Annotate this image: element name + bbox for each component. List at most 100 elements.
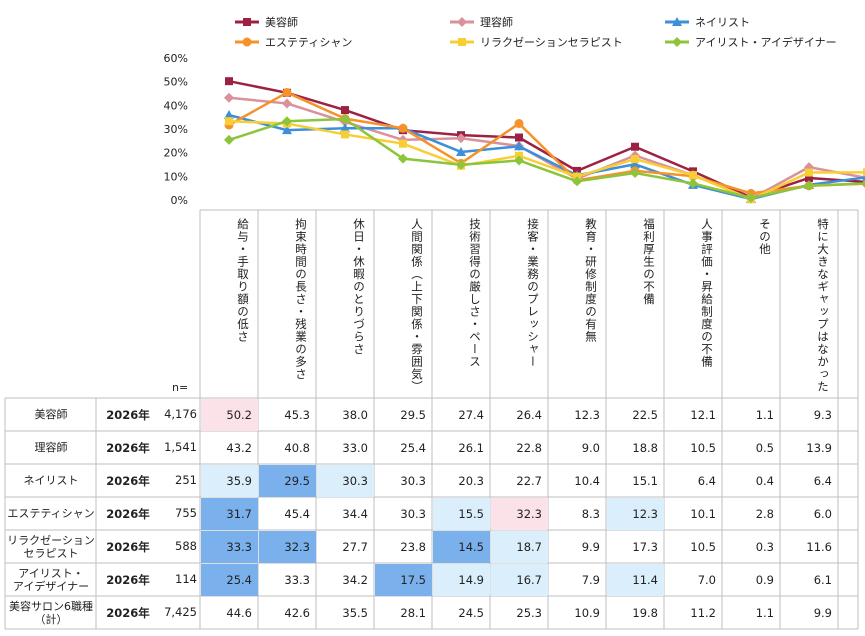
data-point	[456, 133, 466, 144]
table-cell: 10.1	[690, 507, 716, 521]
data-point	[863, 168, 865, 177]
data-point	[514, 119, 524, 129]
table-cell: 45.4	[284, 507, 310, 521]
data-point	[340, 123, 350, 133]
data-point	[225, 117, 233, 126]
category-header: 人間関係（上下関係・雰囲気）	[410, 218, 424, 393]
table-cell: 9.9	[581, 540, 600, 554]
data-point	[456, 146, 466, 156]
data-point	[242, 37, 252, 47]
table-cell: 35.9	[201, 465, 258, 497]
table-cell: 10.5	[690, 540, 716, 554]
data-point	[515, 133, 523, 142]
category-header: 人事評価・昇給制度の不備	[700, 218, 714, 368]
table-cell: 10.9	[574, 606, 600, 620]
table-cell: 11.7	[839, 531, 865, 563]
table-cell: 19.8	[632, 606, 658, 620]
data-point	[341, 130, 349, 139]
data-point	[282, 88, 292, 98]
data-point	[282, 116, 292, 127]
table-cell: 10.4	[574, 474, 600, 488]
y-tick-label: 40%	[164, 99, 188, 112]
table-cell: 14.5	[433, 531, 490, 563]
data-point	[862, 180, 865, 187]
table-cell: 27.7	[342, 540, 368, 554]
row-n: 251	[175, 472, 197, 487]
legend-item: ネイリスト	[665, 16, 750, 29]
table-cell: 29.5	[259, 465, 316, 497]
row-label: 美容師	[34, 408, 68, 421]
data-point	[631, 142, 639, 151]
data-point	[341, 106, 349, 115]
series-line	[224, 114, 865, 203]
y-tick-label: 60%	[164, 52, 188, 65]
category-header: 福利厚生の不備	[642, 218, 656, 306]
table-cell: 9.6	[839, 465, 865, 497]
legend-label: アイリスト・アイデザイナー	[695, 35, 837, 49]
table-cell: 6.1	[813, 573, 832, 587]
data-point	[224, 134, 234, 145]
table-cell: 0.3	[755, 540, 774, 554]
line-chart: 0% 10% 20% 30% 40% 50% 60% 美容師 理容師 ネイリストエステティシャン…	[164, 15, 865, 207]
legend-item: アイリスト・アイデザイナー	[665, 35, 837, 49]
n-label: n=	[172, 381, 189, 394]
data-point	[630, 168, 640, 179]
table-cell: 18.7	[491, 531, 548, 563]
row-label: 理容師	[34, 441, 68, 454]
table-cell: 12.1	[690, 408, 716, 422]
data-point	[398, 123, 408, 133]
row-n: 4,176	[164, 406, 197, 421]
table-cell: 34.4	[342, 507, 368, 521]
table-cell: 44.6	[226, 606, 252, 620]
legend-label: エステティシャン	[265, 36, 352, 49]
table-cell: 2.8	[755, 507, 774, 521]
category-header: 拘束時間の長さ・残業の多さ	[294, 218, 308, 381]
row-label: ネイリスト	[23, 474, 79, 487]
row-year: 2026年	[106, 407, 150, 422]
category-header: 技術習得の厳しさ・ペース	[468, 218, 482, 368]
table-cell: 7.9	[581, 573, 600, 587]
table-cell: 17.5	[375, 564, 432, 596]
legend-item: 理容師	[450, 15, 513, 29]
row-n: 114	[175, 571, 197, 586]
table-cell: 1.1	[755, 408, 774, 422]
table-cell: 33.3	[284, 573, 310, 587]
table-cell: 11.2	[690, 606, 716, 620]
table-cell: 16.7	[491, 564, 548, 596]
table-cell: 8.3	[581, 507, 600, 521]
table-cell: 22.8	[516, 441, 542, 455]
table-cell: 34.2	[342, 573, 368, 587]
table-cell: 15.5	[433, 498, 490, 530]
data-point	[399, 139, 407, 148]
table-cell: 22.7	[516, 474, 542, 488]
table-cell: 33.3	[201, 531, 258, 563]
y-tick-label: 0%	[171, 194, 188, 207]
data-point	[672, 37, 682, 47]
row-label: リラクゼーション セラピスト	[7, 533, 95, 560]
legend-label: リラクゼーションセラピスト	[480, 36, 623, 49]
table-cell: 23.8	[400, 540, 426, 554]
category-header: 特に大きなギャップはなかった	[816, 218, 830, 393]
data-point	[805, 168, 813, 177]
table-cell: 45.3	[284, 408, 310, 422]
data-point	[572, 176, 582, 187]
legend-item: リラクゼーションセラピスト	[450, 36, 623, 49]
data-point	[746, 192, 756, 203]
legend-item: 美容師	[235, 15, 298, 29]
legend-label: 理容師	[480, 15, 513, 29]
table-cell: 33.0	[342, 441, 368, 455]
row-n: 588	[175, 538, 197, 553]
table-cell: 7.0	[697, 573, 716, 587]
table-cell: 18.8	[632, 441, 658, 455]
table-cell: 28.1	[400, 606, 426, 620]
table-cell: 0.9	[755, 573, 774, 587]
table-cell: 7.6	[839, 399, 865, 431]
table-cell: 0.4	[755, 474, 774, 488]
row-year: 2026年	[106, 539, 150, 554]
table-cell: 27.4	[458, 408, 484, 422]
data-point	[224, 92, 234, 103]
data-point	[282, 98, 292, 109]
table-cell: 32.3	[259, 531, 316, 563]
data-point	[398, 153, 408, 164]
row-year: 2026年	[106, 473, 150, 488]
